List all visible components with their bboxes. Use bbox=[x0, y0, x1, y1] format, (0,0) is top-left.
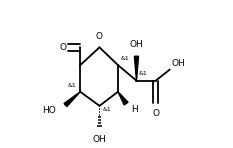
Text: &1: &1 bbox=[139, 71, 147, 76]
Text: &1: &1 bbox=[68, 83, 76, 88]
Text: &1: &1 bbox=[120, 56, 129, 61]
Text: OH: OH bbox=[171, 59, 185, 68]
Text: O: O bbox=[60, 43, 67, 52]
Text: O: O bbox=[152, 109, 159, 118]
Polygon shape bbox=[118, 92, 128, 105]
Text: OH: OH bbox=[93, 135, 106, 144]
Polygon shape bbox=[134, 56, 139, 81]
Text: O: O bbox=[96, 32, 103, 41]
Text: H: H bbox=[131, 105, 138, 114]
Text: OH: OH bbox=[130, 40, 143, 49]
Text: &1: &1 bbox=[102, 107, 111, 112]
Text: HO: HO bbox=[42, 106, 56, 115]
Polygon shape bbox=[64, 92, 80, 107]
